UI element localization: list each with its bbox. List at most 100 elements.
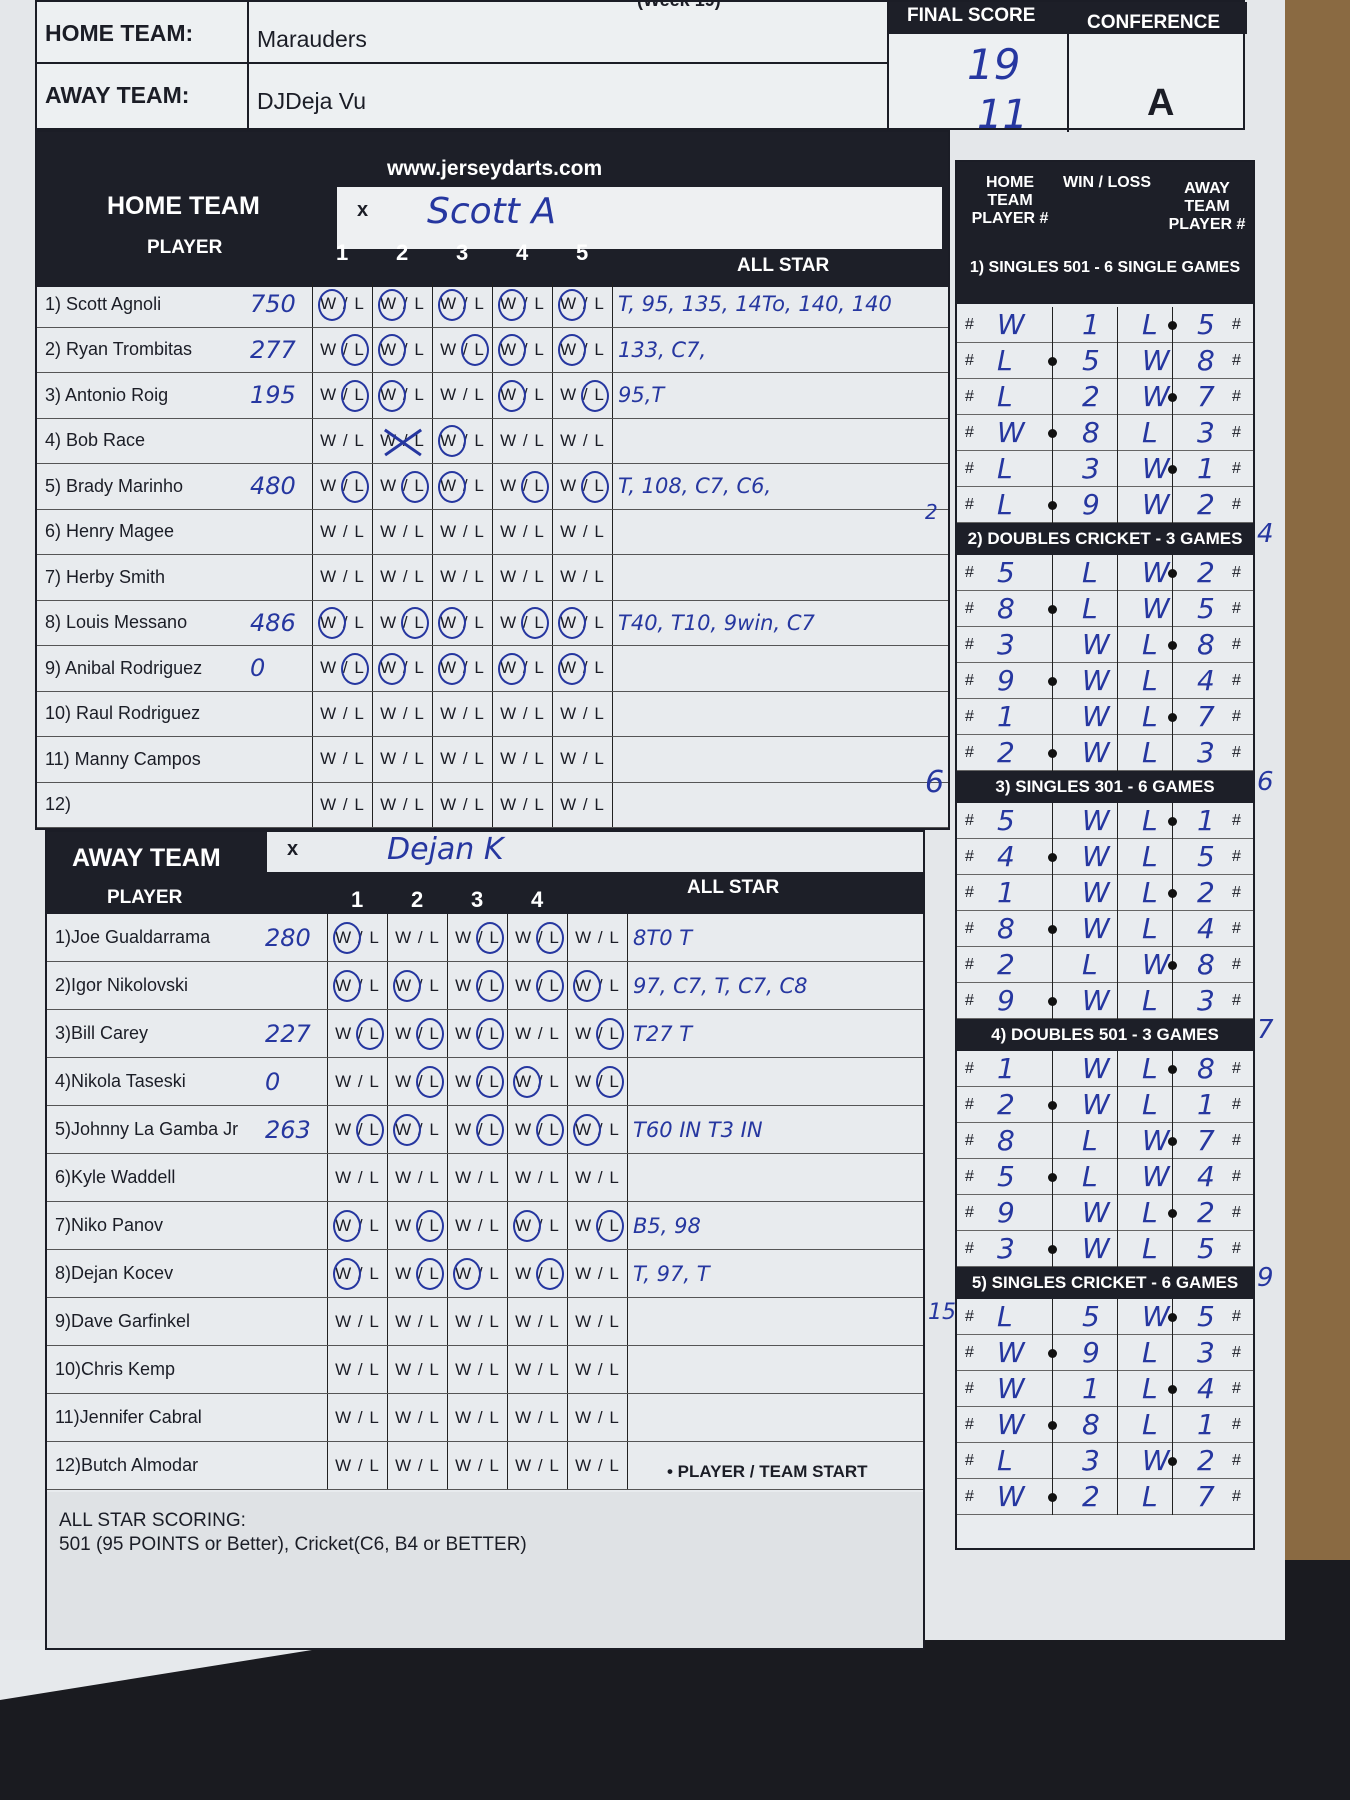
- match-entry[interactable]: W: [1082, 1088, 1110, 1121]
- allstar-cell[interactable]: [612, 555, 948, 600]
- match-entry[interactable]: L: [1082, 1160, 1098, 1193]
- match-entry[interactable]: W: [1082, 984, 1110, 1017]
- match-entry[interactable]: 3: [1197, 736, 1215, 769]
- game-result-cell[interactable]: W / L: [447, 1250, 507, 1297]
- allstar-cell[interactable]: [612, 509, 948, 554]
- game-result-cell[interactable]: W / L: [567, 1106, 627, 1153]
- game-result-cell[interactable]: W / L: [492, 282, 552, 327]
- game-result-cell[interactable]: W / L: [312, 418, 372, 463]
- game-result-cell[interactable]: W / L: [327, 1250, 387, 1297]
- game-result-cell[interactable]: W / L: [552, 646, 612, 691]
- game-result-cell[interactable]: W / L: [507, 1298, 567, 1345]
- allstar-cell[interactable]: [612, 464, 948, 509]
- game-result-cell[interactable]: W / L: [492, 691, 552, 736]
- game-result-cell[interactable]: W / L: [312, 373, 372, 418]
- game-result-cell[interactable]: W / L: [447, 1346, 507, 1393]
- game-result-cell[interactable]: W / L: [507, 962, 567, 1009]
- allstar-cell[interactable]: [627, 1394, 923, 1441]
- game-result-cell[interactable]: W / L: [372, 282, 432, 327]
- game-result-cell[interactable]: W / L: [327, 962, 387, 1009]
- game-result-cell[interactable]: W / L: [552, 737, 612, 782]
- allstar-cell[interactable]: [612, 327, 948, 372]
- match-entry[interactable]: W: [1082, 700, 1110, 733]
- game-result-cell[interactable]: W / L: [312, 737, 372, 782]
- game-result-cell[interactable]: W / L: [387, 914, 447, 961]
- match-entry[interactable]: L: [1082, 948, 1098, 981]
- game-result-cell[interactable]: W / L: [312, 782, 372, 827]
- match-entry[interactable]: 1: [997, 700, 1015, 733]
- match-entry[interactable]: 5: [1082, 1300, 1100, 1333]
- game-result-cell[interactable]: W / L: [432, 418, 492, 463]
- game-result-cell[interactable]: W / L: [447, 914, 507, 961]
- match-entry[interactable]: 9: [1082, 488, 1100, 521]
- game-result-cell[interactable]: W / L: [567, 914, 627, 961]
- game-result-cell[interactable]: W / L: [447, 1106, 507, 1153]
- match-entry[interactable]: W: [1082, 1232, 1110, 1265]
- game-result-cell[interactable]: W / L: [387, 962, 447, 1009]
- match-entry[interactable]: L: [997, 1300, 1013, 1333]
- game-result-cell[interactable]: W / L: [387, 1346, 447, 1393]
- match-entry[interactable]: L: [1142, 664, 1158, 697]
- game-result-cell[interactable]: W / L: [327, 1394, 387, 1441]
- match-entry[interactable]: 8: [1082, 1408, 1100, 1441]
- game-result-cell[interactable]: W / L: [387, 1250, 447, 1297]
- match-entry[interactable]: 1: [997, 1052, 1015, 1085]
- game-result-cell[interactable]: W / L: [507, 1202, 567, 1249]
- match-entry[interactable]: 1: [997, 876, 1015, 909]
- match-entry[interactable]: 8: [1197, 948, 1215, 981]
- game-result-cell[interactable]: W / L: [492, 555, 552, 600]
- allstar-cell[interactable]: [612, 282, 948, 327]
- match-entry[interactable]: W: [997, 1336, 1025, 1369]
- match-entry[interactable]: W: [1082, 628, 1110, 661]
- game-result-cell[interactable]: W / L: [387, 1298, 447, 1345]
- match-entry[interactable]: 5: [997, 804, 1015, 837]
- game-result-cell[interactable]: W / L: [372, 373, 432, 418]
- game-result-cell[interactable]: W / L: [372, 464, 432, 509]
- match-entry[interactable]: L: [1142, 840, 1158, 873]
- match-entry[interactable]: 4: [1197, 1372, 1215, 1405]
- match-entry[interactable]: W: [997, 1408, 1025, 1441]
- game-result-cell[interactable]: W / L: [507, 1442, 567, 1489]
- match-entry[interactable]: W: [1142, 1444, 1170, 1477]
- game-result-cell[interactable]: W / L: [432, 327, 492, 372]
- allstar-cell[interactable]: [612, 373, 948, 418]
- match-entry[interactable]: W: [997, 308, 1025, 341]
- match-entry[interactable]: W: [1142, 1300, 1170, 1333]
- game-result-cell[interactable]: W / L: [432, 646, 492, 691]
- match-entry[interactable]: 1: [1197, 1088, 1215, 1121]
- match-entry[interactable]: L: [1142, 804, 1158, 837]
- match-entry[interactable]: 5: [997, 556, 1015, 589]
- game-result-cell[interactable]: W / L: [312, 691, 372, 736]
- allstar-cell[interactable]: [627, 1298, 923, 1345]
- game-result-cell[interactable]: W / L: [447, 1154, 507, 1201]
- game-result-cell[interactable]: W / L: [432, 600, 492, 645]
- game-result-cell[interactable]: W / L: [567, 1058, 627, 1105]
- match-entry[interactable]: W: [997, 1480, 1025, 1513]
- allstar-cell[interactable]: [612, 782, 948, 827]
- game-result-cell[interactable]: W / L: [567, 1250, 627, 1297]
- match-entry[interactable]: L: [1142, 736, 1158, 769]
- match-entry[interactable]: 8: [997, 1124, 1015, 1157]
- game-result-cell[interactable]: W / L: [567, 1154, 627, 1201]
- game-result-cell[interactable]: W / L: [312, 327, 372, 372]
- match-entry[interactable]: 8: [1082, 416, 1100, 449]
- match-entry[interactable]: L: [1082, 1124, 1098, 1157]
- allstar-cell[interactable]: [627, 1250, 923, 1297]
- match-entry[interactable]: L: [1142, 1052, 1158, 1085]
- match-entry[interactable]: 3: [1197, 1336, 1215, 1369]
- match-entry[interactable]: L: [1142, 700, 1158, 733]
- game-result-cell[interactable]: W / L: [552, 691, 612, 736]
- game-result-cell[interactable]: W / L: [492, 327, 552, 372]
- game-result-cell[interactable]: W / L: [567, 962, 627, 1009]
- match-entry[interactable]: 9: [1082, 1336, 1100, 1369]
- match-entry[interactable]: L: [1142, 416, 1158, 449]
- match-entry[interactable]: 1: [1082, 1372, 1100, 1405]
- game-result-cell[interactable]: W / L: [327, 1106, 387, 1153]
- game-result-cell[interactable]: W / L: [552, 782, 612, 827]
- match-entry[interactable]: W: [1142, 452, 1170, 485]
- game-result-cell[interactable]: W / L: [552, 509, 612, 554]
- game-result-cell[interactable]: W / L: [312, 464, 372, 509]
- game-result-cell[interactable]: W / L: [327, 914, 387, 961]
- game-result-cell[interactable]: W / L: [492, 782, 552, 827]
- game-result-cell[interactable]: W / L: [507, 914, 567, 961]
